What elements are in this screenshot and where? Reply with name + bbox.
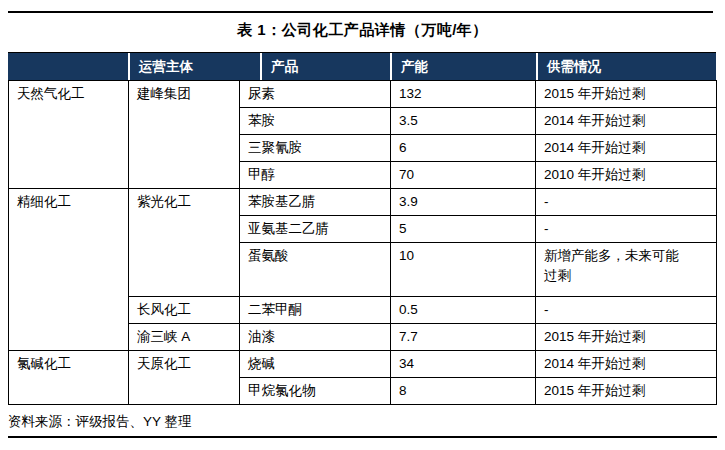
header-cell-category xyxy=(8,53,128,80)
capacity-cell: 5 xyxy=(391,216,536,243)
status-cell: 2010 年开始过剩 xyxy=(536,162,717,189)
product-cell: 烧碱 xyxy=(240,351,391,378)
status-cell: 2014 年开始过剩 xyxy=(536,108,717,135)
top-divider xyxy=(8,11,713,13)
status-cell: 2015 年开始过剩 xyxy=(536,324,717,351)
table-row: 氯碱化工 天原化工 烧碱 34 2014 年开始过剩 xyxy=(9,351,717,378)
category-cell: 天然气化工 xyxy=(9,81,129,189)
capacity-cell: 132 xyxy=(391,81,536,108)
products-table: 天然气化工 建峰集团 尿素 132 2015 年开始过剩 苯胺 3.5 2014… xyxy=(8,80,717,405)
product-cell: 油漆 xyxy=(240,324,391,351)
capacity-cell: 10 xyxy=(391,243,536,297)
table-row: 精细化工 紫光化工 苯胺基乙腈 3.9 - xyxy=(9,189,717,216)
product-cell: 甲烷氯化物 xyxy=(240,378,391,405)
operator-cell: 渝三峡 A xyxy=(129,324,240,351)
product-cell: 尿素 xyxy=(240,81,391,108)
capacity-cell: 34 xyxy=(391,351,536,378)
status-cell: 2015 年开始过剩 xyxy=(536,81,717,108)
product-cell: 苯胺基乙腈 xyxy=(240,189,391,216)
operator-cell: 紫光化工 xyxy=(129,189,240,297)
status-cell: 2014 年开始过剩 xyxy=(536,135,717,162)
product-cell: 三聚氰胺 xyxy=(240,135,391,162)
status-cell: - xyxy=(536,189,717,216)
header-cell-capacity: 产能 xyxy=(390,53,536,80)
status-cell: - xyxy=(536,297,717,324)
capacity-cell: 3.9 xyxy=(391,189,536,216)
product-cell: 苯胺 xyxy=(240,108,391,135)
operator-cell: 长风化工 xyxy=(129,297,240,324)
status-cell: 2014 年开始过剩 xyxy=(536,351,717,378)
status-cell: 新增产能多，未来可能 过剩 xyxy=(536,243,717,297)
capacity-cell: 0.5 xyxy=(391,297,536,324)
table-row: 天然气化工 建峰集团 尿素 132 2015 年开始过剩 xyxy=(9,81,717,108)
operator-cell: 天原化工 xyxy=(129,351,240,405)
status-cell: 2015 年开始过剩 xyxy=(536,378,717,405)
operator-cell: 建峰集团 xyxy=(129,81,240,189)
bottom-divider xyxy=(8,436,717,438)
capacity-cell: 6 xyxy=(391,135,536,162)
capacity-cell: 70 xyxy=(391,162,536,189)
product-cell: 二苯甲酮 xyxy=(240,297,391,324)
category-cell: 精细化工 xyxy=(9,189,129,351)
capacity-cell: 8 xyxy=(391,378,536,405)
category-cell: 氯碱化工 xyxy=(9,351,129,405)
product-cell: 甲醇 xyxy=(240,162,391,189)
header-cell-operator: 运营主体 xyxy=(128,53,260,80)
report-page: 表 1：公司化工产品详情（万吨/年） 运营主体 产品 产能 供需情况 天然气化工… xyxy=(0,0,725,450)
header-cell-product: 产品 xyxy=(260,53,390,80)
product-cell: 亚氨基二乙腈 xyxy=(240,216,391,243)
capacity-cell: 3.5 xyxy=(391,108,536,135)
source-note: 资料来源：评级报告、YY 整理 xyxy=(8,413,192,431)
product-cell: 蛋氨酸 xyxy=(240,243,391,297)
capacity-cell: 7.7 xyxy=(391,324,536,351)
status-cell: - xyxy=(536,216,717,243)
header-cell-status: 供需情况 xyxy=(536,53,716,80)
table-title: 表 1：公司化工产品详情（万吨/年） xyxy=(0,21,725,40)
table-header-row: 运营主体 产品 产能 供需情况 xyxy=(8,52,716,80)
